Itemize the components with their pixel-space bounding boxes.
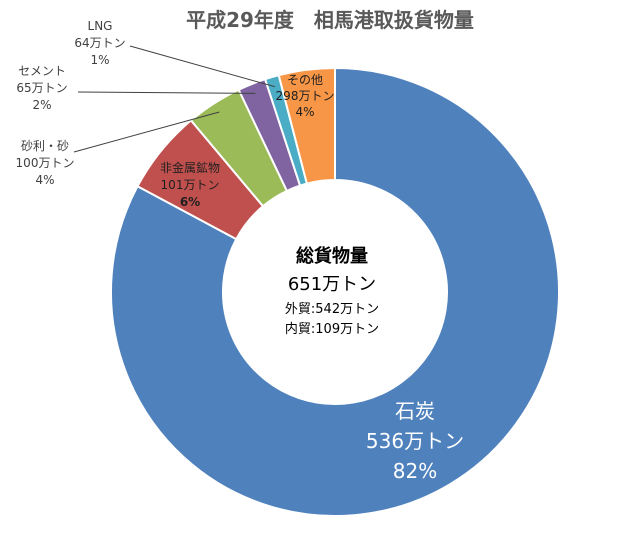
center-domestic: 内貿:109万トン bbox=[285, 321, 379, 337]
slice-value-label: 64万トン bbox=[74, 36, 125, 50]
slice-value-label: 298万トン bbox=[276, 89, 335, 103]
center-heading: 総貨物量 bbox=[296, 245, 368, 267]
center-summary: 総貨物量 651万トン 外貿:542万トン 内貿:109万トン bbox=[285, 245, 379, 337]
slice-labels: 石炭 536万トン 82% 非金属鉱物 101万トン 6% 砂利・砂 100万トン 4% セメント… bbox=[16, 19, 465, 483]
slice-name-label: LNG bbox=[88, 19, 113, 33]
slice-percent-label: 6% bbox=[180, 195, 200, 209]
slice-name-label: セメント bbox=[18, 64, 66, 78]
slice-name-label: その他 bbox=[287, 73, 323, 87]
slice-percent-label: 1% bbox=[90, 53, 109, 67]
slice-percent-label: 4% bbox=[35, 173, 54, 187]
slices-group bbox=[110, 66, 560, 517]
slice-value-label: 65万トン bbox=[16, 81, 67, 95]
slice-6 bbox=[277, 66, 336, 185]
center-total: 651万トン bbox=[288, 274, 376, 295]
slice-1 bbox=[110, 66, 560, 517]
slice-percent-label: 2% bbox=[32, 98, 51, 112]
slice-value-label: 536万トン bbox=[366, 429, 464, 453]
leader-lines bbox=[73, 45, 275, 153]
slice-percent-label: 4% bbox=[295, 105, 314, 119]
leader-line bbox=[129, 45, 275, 88]
chart-title: 平成29年度 相馬港取扱貨物量 bbox=[186, 8, 474, 32]
center-foreign: 外貿:542万トン bbox=[285, 302, 379, 317]
slice-name-label: 石炭 bbox=[395, 399, 435, 423]
leader-line bbox=[73, 111, 220, 153]
slice-name-label: 砂利・砂 bbox=[21, 139, 69, 153]
slice-value-label: 101万トン bbox=[161, 178, 220, 192]
slice-percent-label: 82% bbox=[393, 459, 437, 483]
slice-value-label: 100万トン bbox=[16, 156, 75, 170]
leader-line bbox=[77, 91, 256, 94]
slice-name-label: 非金属鉱物 bbox=[160, 160, 220, 175]
